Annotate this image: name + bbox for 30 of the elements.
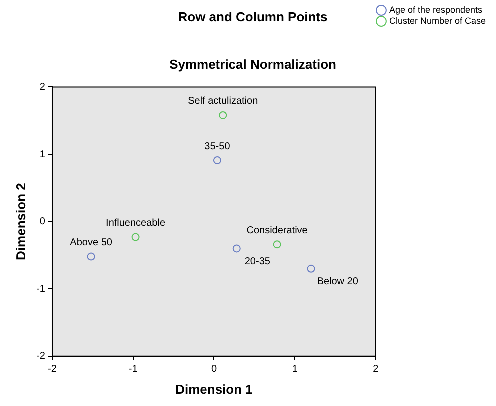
legend-label: Cluster Number of Case bbox=[389, 16, 486, 26]
annotation: Below 20 bbox=[317, 276, 359, 288]
x-tick-label: -1 bbox=[128, 364, 138, 376]
x-tick-label: 1 bbox=[292, 364, 298, 376]
y-tick-label: 1 bbox=[40, 149, 46, 160]
x-tick-label: 0 bbox=[211, 364, 218, 376]
y-tick-label: -1 bbox=[36, 284, 46, 295]
x-axis-title: Dimension 1 bbox=[176, 382, 253, 397]
chart-subtitle: Symmetrical Normalization bbox=[170, 56, 336, 72]
y-tick-label: 2 bbox=[40, 82, 46, 93]
x-tick-label: -2 bbox=[48, 364, 58, 376]
annotation: Above 50 bbox=[70, 238, 113, 249]
point bbox=[87, 252, 96, 261]
y-axis-title: Dimension 2 bbox=[13, 183, 28, 260]
x-tick-label: 2 bbox=[373, 364, 380, 376]
point bbox=[219, 111, 228, 120]
annotation: 35-50 bbox=[204, 141, 231, 152]
point bbox=[273, 240, 282, 249]
annotation: Self actulization bbox=[188, 96, 258, 108]
chart-title: Row and Column Points bbox=[178, 9, 328, 24]
point bbox=[213, 156, 222, 165]
point bbox=[232, 244, 241, 253]
annotation: Influenceable bbox=[106, 218, 166, 230]
annotation: 20-35 bbox=[244, 256, 271, 268]
point bbox=[132, 233, 140, 242]
y-tick-label: 0 bbox=[40, 216, 46, 228]
annotation: Considerative bbox=[246, 225, 308, 236]
y-tick-label: -2 bbox=[36, 351, 46, 362]
point bbox=[307, 264, 316, 273]
legend-label: Age of the respondents bbox=[389, 4, 484, 15]
